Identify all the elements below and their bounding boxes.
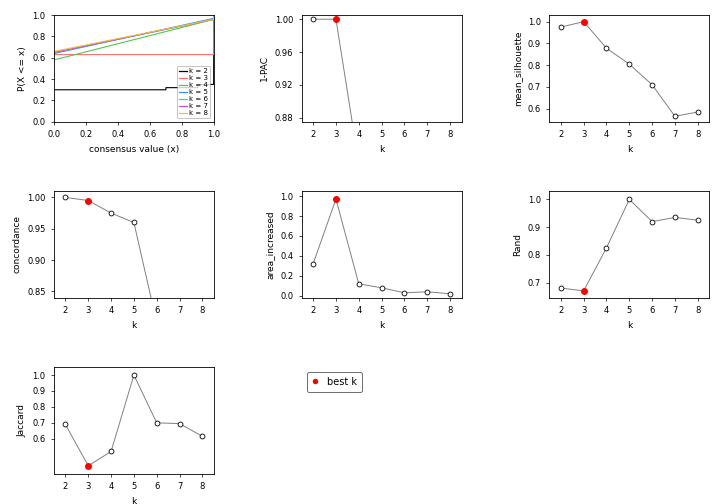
Y-axis label: Jaccard: Jaccard: [18, 404, 27, 437]
Y-axis label: concordance: concordance: [13, 215, 22, 274]
Legend: k = 2, k = 3, k = 4, k = 5, k = 6, k = 7, k = 8: k = 2, k = 3, k = 4, k = 5, k = 6, k = 7…: [176, 66, 210, 118]
X-axis label: k: k: [131, 496, 137, 504]
X-axis label: k: k: [379, 321, 384, 330]
Y-axis label: Rand: Rand: [513, 233, 522, 256]
X-axis label: k: k: [379, 145, 384, 154]
Y-axis label: area_increased: area_increased: [266, 210, 274, 279]
X-axis label: consensus value (x): consensus value (x): [89, 145, 179, 154]
X-axis label: k: k: [131, 321, 137, 330]
X-axis label: k: k: [626, 145, 632, 154]
Y-axis label: mean_silhouette: mean_silhouette: [513, 31, 522, 106]
X-axis label: k: k: [626, 321, 632, 330]
Y-axis label: 1-PAC: 1-PAC: [260, 55, 269, 82]
Y-axis label: P(X <= x): P(X <= x): [18, 46, 27, 91]
Legend: best k: best k: [307, 372, 362, 392]
